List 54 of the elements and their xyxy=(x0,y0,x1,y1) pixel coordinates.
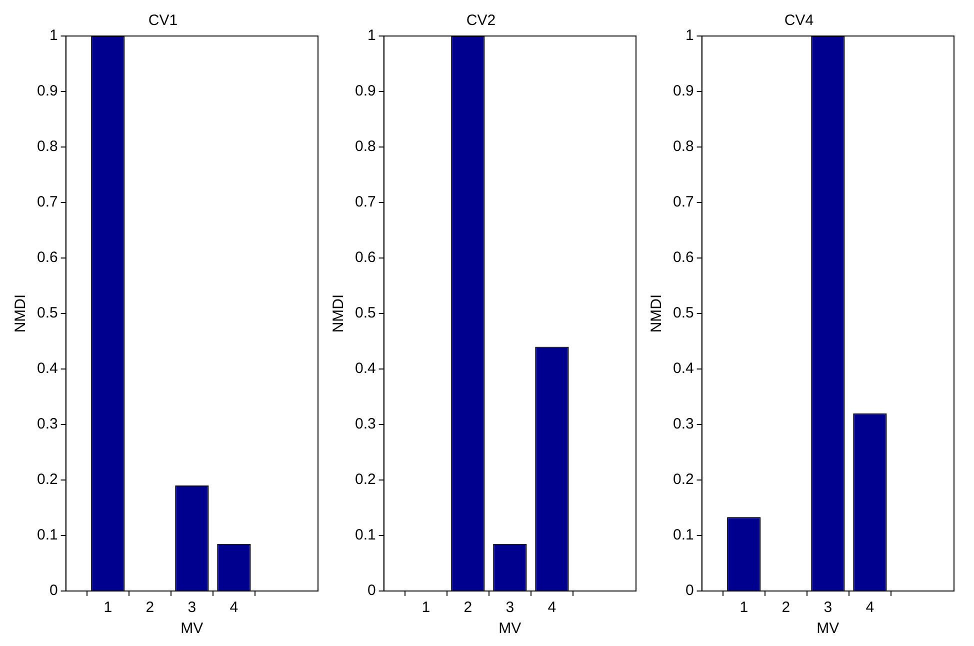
chart-title: CV2 xyxy=(466,12,496,30)
x-tick-label: 4 xyxy=(548,599,556,616)
x-tick-label: 1 xyxy=(104,599,112,616)
y-axis-title: NMDI xyxy=(648,294,666,333)
y-tick-label: 0 xyxy=(686,582,694,600)
y-tick-label: 0.2 xyxy=(672,471,694,488)
y-tick-label: 1 xyxy=(50,27,58,44)
y-tick-label: 0.7 xyxy=(36,194,58,211)
y-tick-label: 0.2 xyxy=(36,471,58,488)
y-tick-label: 0.6 xyxy=(672,249,694,266)
y-tick-label: 0.6 xyxy=(36,249,58,266)
x-tick-label: 2 xyxy=(464,599,472,616)
x-tick-label: 4 xyxy=(866,599,874,616)
x-axis-title: MV xyxy=(180,620,204,638)
y-tick-label: 0.8 xyxy=(36,138,58,156)
y-tick-label: 0.1 xyxy=(36,526,58,544)
y-tick-label: 0.9 xyxy=(672,82,694,100)
y-tick-label: 0.4 xyxy=(354,360,376,378)
x-axis-title: MV xyxy=(498,620,522,638)
y-tick-label: 0.1 xyxy=(354,526,376,544)
y-tick-label: 0.6 xyxy=(354,249,376,266)
x-tick-label: 2 xyxy=(146,599,154,616)
y-tick-label: 0.9 xyxy=(36,82,58,100)
x-tick-label: 2 xyxy=(782,599,790,616)
x-tick-label: 1 xyxy=(740,599,748,616)
y-tick-label: 0.5 xyxy=(36,304,58,322)
y-tick-label: 0.4 xyxy=(36,360,58,378)
chart-title: CV4 xyxy=(784,12,814,30)
chart-title: CV1 xyxy=(148,12,178,30)
y-tick-label: 0.3 xyxy=(354,416,376,433)
y-tick-label: 1 xyxy=(368,27,376,44)
x-tick-label: 1 xyxy=(422,599,430,616)
x-tick-label: 3 xyxy=(824,599,832,616)
x-axis-title: MV xyxy=(816,620,840,638)
y-tick-label: 0.8 xyxy=(354,138,376,156)
y-tick-label: 0.7 xyxy=(354,194,376,211)
y-tick-label: 1 xyxy=(686,27,694,44)
y-tick-label: 0.3 xyxy=(36,416,58,433)
y-axis-title: NMDI xyxy=(330,294,348,333)
y-axis-title: NMDI xyxy=(12,294,30,333)
y-tick-label: 0.9 xyxy=(354,82,376,100)
y-tick-label: 0.1 xyxy=(672,526,694,544)
y-tick-label: 0.4 xyxy=(672,360,694,378)
x-tick-label: 4 xyxy=(230,599,238,616)
y-tick-label: 0.7 xyxy=(672,194,694,211)
y-tick-label: 0 xyxy=(50,582,58,600)
x-tick-label: 3 xyxy=(506,599,514,616)
y-tick-label: 0.5 xyxy=(354,304,376,322)
y-tick-label: 0.8 xyxy=(672,138,694,156)
y-tick-label: 0.2 xyxy=(354,471,376,488)
y-tick-label: 0 xyxy=(368,582,376,600)
x-tick-label: 3 xyxy=(188,599,196,616)
y-tick-label: 0.3 xyxy=(672,416,694,433)
y-tick-label: 0.5 xyxy=(672,304,694,322)
